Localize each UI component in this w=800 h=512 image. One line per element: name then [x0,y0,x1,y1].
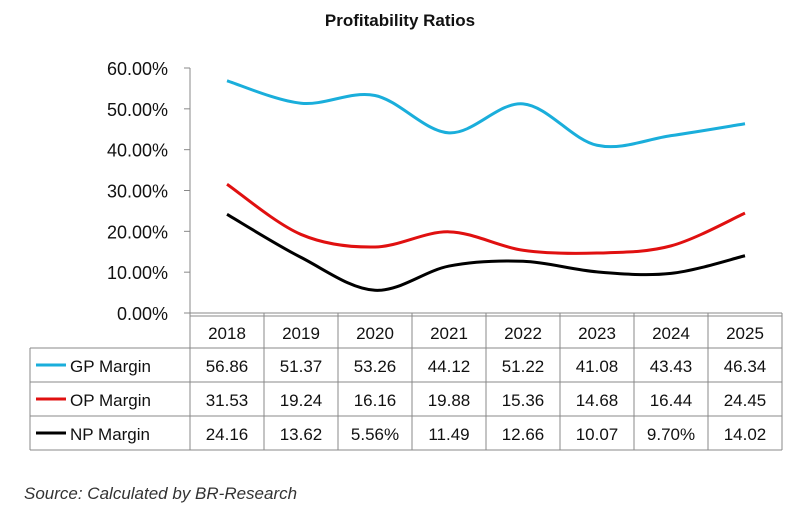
table-cell: 19.88 [428,391,471,410]
table-cell: 41.08 [576,357,619,376]
series-line-op-margin [226,183,746,255]
table-cell: 43.43 [650,357,693,376]
legend-label: GP Margin [70,357,151,376]
x-category-label: 2019 [282,324,320,343]
x-category-label: 2022 [504,324,542,343]
table-cell: 56.86 [206,357,249,376]
table-cell: 11.49 [428,425,469,444]
series-line-np-margin [226,213,746,292]
y-tick-label: 20.00% [107,222,168,242]
table-cell: 16.16 [354,391,397,410]
table-cell: 46.34 [724,357,767,376]
legend-label: OP Margin [70,391,151,410]
table-cell: 15.36 [502,391,545,410]
legend-label: NP Margin [70,425,150,444]
y-tick-label: 10.00% [107,263,168,283]
table-cell: 19.24 [280,391,323,410]
table-cell: 14.68 [576,391,619,410]
y-tick-label: 50.00% [107,100,168,120]
table-cell: 14.02 [724,425,767,444]
table-cell: 44.12 [428,357,471,376]
series-line-gp-margin [226,79,746,149]
table-cell: 13.62 [280,425,323,444]
table-cell: 51.37 [280,357,323,376]
x-category-label: 2025 [726,324,764,343]
y-tick-label: 30.00% [107,182,168,202]
y-tick-label: 0.00% [117,304,168,324]
table-cell: 12.66 [502,425,545,444]
x-category-label: 2021 [430,324,468,343]
x-category-label: 2018 [208,324,246,343]
y-tick-label: 60.00% [107,59,168,79]
x-category-label: 2024 [652,324,690,343]
table-cell: 51.22 [502,357,545,376]
x-category-label: 2020 [356,324,394,343]
table-cell: 53.26 [354,357,397,376]
table-cell: 16.44 [650,391,693,410]
x-category-label: 2023 [578,324,616,343]
table-cell: 24.16 [206,425,249,444]
table-cell: 5.56% [351,425,399,444]
source-note: Source: Calculated by BR-Research [24,484,298,503]
table-cell: 24.45 [724,391,767,410]
table-cell: 9.70% [647,425,695,444]
y-tick-label: 40.00% [107,141,168,161]
table-cell: 10.07 [576,425,619,444]
table-cell: 31.53 [206,391,249,410]
chart-title: Profitability Ratios [325,11,475,30]
